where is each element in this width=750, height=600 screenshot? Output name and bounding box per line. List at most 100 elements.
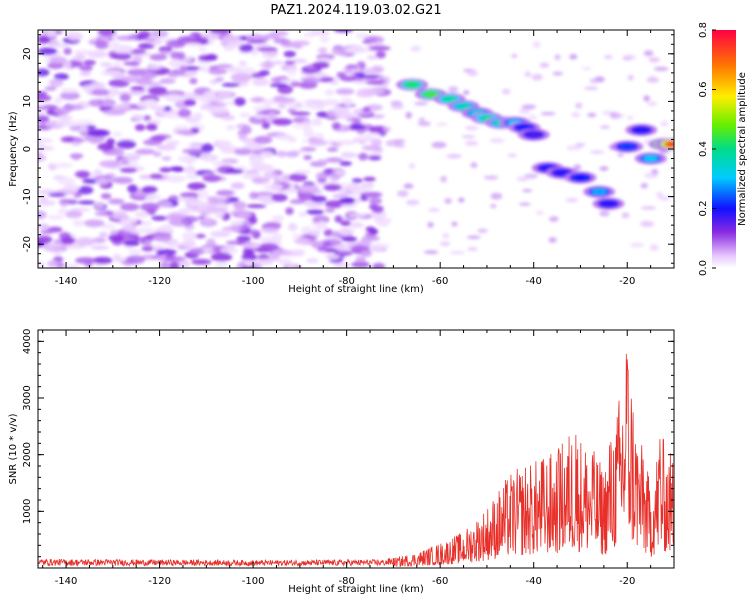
- heatmap-cell: [47, 215, 65, 220]
- heatmap-cell: [230, 73, 252, 82]
- heatmap-cell: [458, 197, 465, 203]
- heatmap-cell: [164, 256, 186, 263]
- heatmap-cell: [170, 51, 180, 60]
- heatmap-cell: [317, 47, 328, 54]
- heatmap-cell: [72, 138, 86, 143]
- heatmap-cell: [78, 124, 88, 132]
- heatmap-cell: [408, 163, 416, 169]
- heatmap-cell: [249, 97, 266, 103]
- heatmap-cell: [215, 64, 234, 69]
- heatmap-cell: [246, 204, 267, 209]
- heatmap-cell: [312, 215, 330, 224]
- heatmap-cell: [403, 183, 414, 189]
- heatmap-ridge-point: [458, 104, 469, 109]
- heatmap-cell: [332, 194, 348, 199]
- heatmap-cell: [149, 173, 163, 180]
- heatmap-cell: [262, 34, 279, 40]
- heatmap-cell: [74, 170, 91, 178]
- heatmap-cell: [108, 198, 125, 205]
- y-tick-label: 2000: [22, 442, 33, 467]
- heatmap-cell: [371, 138, 382, 147]
- heatmap-cell: [290, 81, 301, 87]
- heatmap-cell: [72, 119, 94, 126]
- heatmap-cell: [191, 258, 212, 265]
- heatmap-cell: [303, 99, 325, 104]
- heatmap-cell: [285, 103, 305, 108]
- heatmap-cell: [94, 40, 108, 49]
- heatmap-cell: [287, 223, 298, 231]
- heatmap-cell: [168, 262, 180, 268]
- heatmap-cell: [256, 47, 278, 52]
- heatmap-cell: [289, 199, 306, 205]
- colorbar: 0.0 0.2 0.4 0.6 0.8 Normalized spectral ampl…: [698, 22, 748, 276]
- heatmap-cell: [311, 195, 327, 203]
- heatmap-cell: [284, 60, 296, 65]
- heatmap-cell: [251, 177, 270, 184]
- heatmap-cell: [152, 233, 172, 242]
- colorbar-tick-label: 0.2: [698, 201, 709, 217]
- heatmap-cell: [448, 86, 459, 93]
- snr-series-line: [38, 353, 674, 568]
- heatmap-cell: [305, 79, 323, 83]
- heatmap-cell: [120, 217, 138, 226]
- heatmap-cell: [444, 198, 452, 204]
- heatmap-cell: [319, 76, 334, 83]
- heatmap-x-axis-label: Height of straight line (km): [288, 284, 424, 295]
- heatmap-cell: [66, 263, 80, 268]
- heatmap-cell: [38, 261, 46, 267]
- heatmap-cell: [303, 103, 319, 109]
- heatmap-cell: [439, 241, 451, 246]
- heatmap-cell: [230, 220, 244, 227]
- heatmap-cell: [346, 184, 362, 192]
- heatmap-cell: [653, 66, 669, 71]
- x-tick-label: -20: [619, 276, 635, 287]
- heatmap-cell: [97, 142, 115, 151]
- heatmap-cell: [45, 30, 57, 37]
- heatmap-cell: [223, 45, 236, 51]
- heatmap-cell: [600, 125, 610, 129]
- heatmap-cell: [360, 238, 372, 247]
- heatmap-cell: [644, 172, 658, 179]
- heatmap-cell: [51, 162, 74, 168]
- heatmap-cell: [334, 215, 343, 223]
- heatmap-cell: [178, 197, 198, 202]
- heatmap-ridge-point: [407, 82, 418, 87]
- heatmap-cell: [210, 252, 233, 262]
- y-tick-label: 0: [22, 146, 33, 152]
- heatmap-cell: [477, 228, 488, 233]
- heatmap-cell: [182, 231, 197, 241]
- heatmap-cell: [225, 168, 244, 174]
- heatmap-cell: [246, 39, 267, 44]
- heatmap-cell: [325, 157, 344, 163]
- heatmap-cell: [271, 193, 288, 202]
- heatmap-cell: [599, 210, 610, 217]
- heatmap-cell: [221, 115, 236, 121]
- heatmap-cell: [208, 68, 228, 75]
- heatmap-cell: [165, 175, 186, 183]
- heatmap-ridge-point: [528, 132, 539, 137]
- heatmap-cell: [38, 68, 50, 77]
- heatmap-cell: [502, 88, 511, 95]
- heatmap-cell: [238, 44, 254, 53]
- heatmap-y-axis-label: Frequency (Hz): [8, 111, 19, 187]
- heatmap-cell: [290, 111, 311, 116]
- heatmap-cell: [587, 112, 597, 118]
- heatmap-cell: [554, 54, 561, 61]
- heatmap-cell: [123, 240, 140, 247]
- heatmap-cell: [120, 153, 143, 158]
- heatmap-cell: [340, 203, 356, 209]
- heatmap-cell: [451, 221, 458, 227]
- heatmap-cell: [489, 137, 505, 144]
- y-tick-label: 10: [22, 95, 33, 108]
- heatmap-cell: [648, 75, 657, 81]
- heatmap-cell: [573, 164, 582, 171]
- heatmap-cell: [336, 140, 357, 145]
- heatmap-cell: [207, 207, 229, 212]
- heatmap-cell: [285, 207, 294, 215]
- heatmap-cell: [109, 40, 121, 50]
- heatmap-cell: [159, 224, 172, 234]
- heatmap-cell: [263, 183, 283, 191]
- colorbar-tick-label: 0.0: [698, 260, 709, 276]
- heatmap-cell: [147, 64, 162, 70]
- heatmap-cell: [516, 176, 529, 182]
